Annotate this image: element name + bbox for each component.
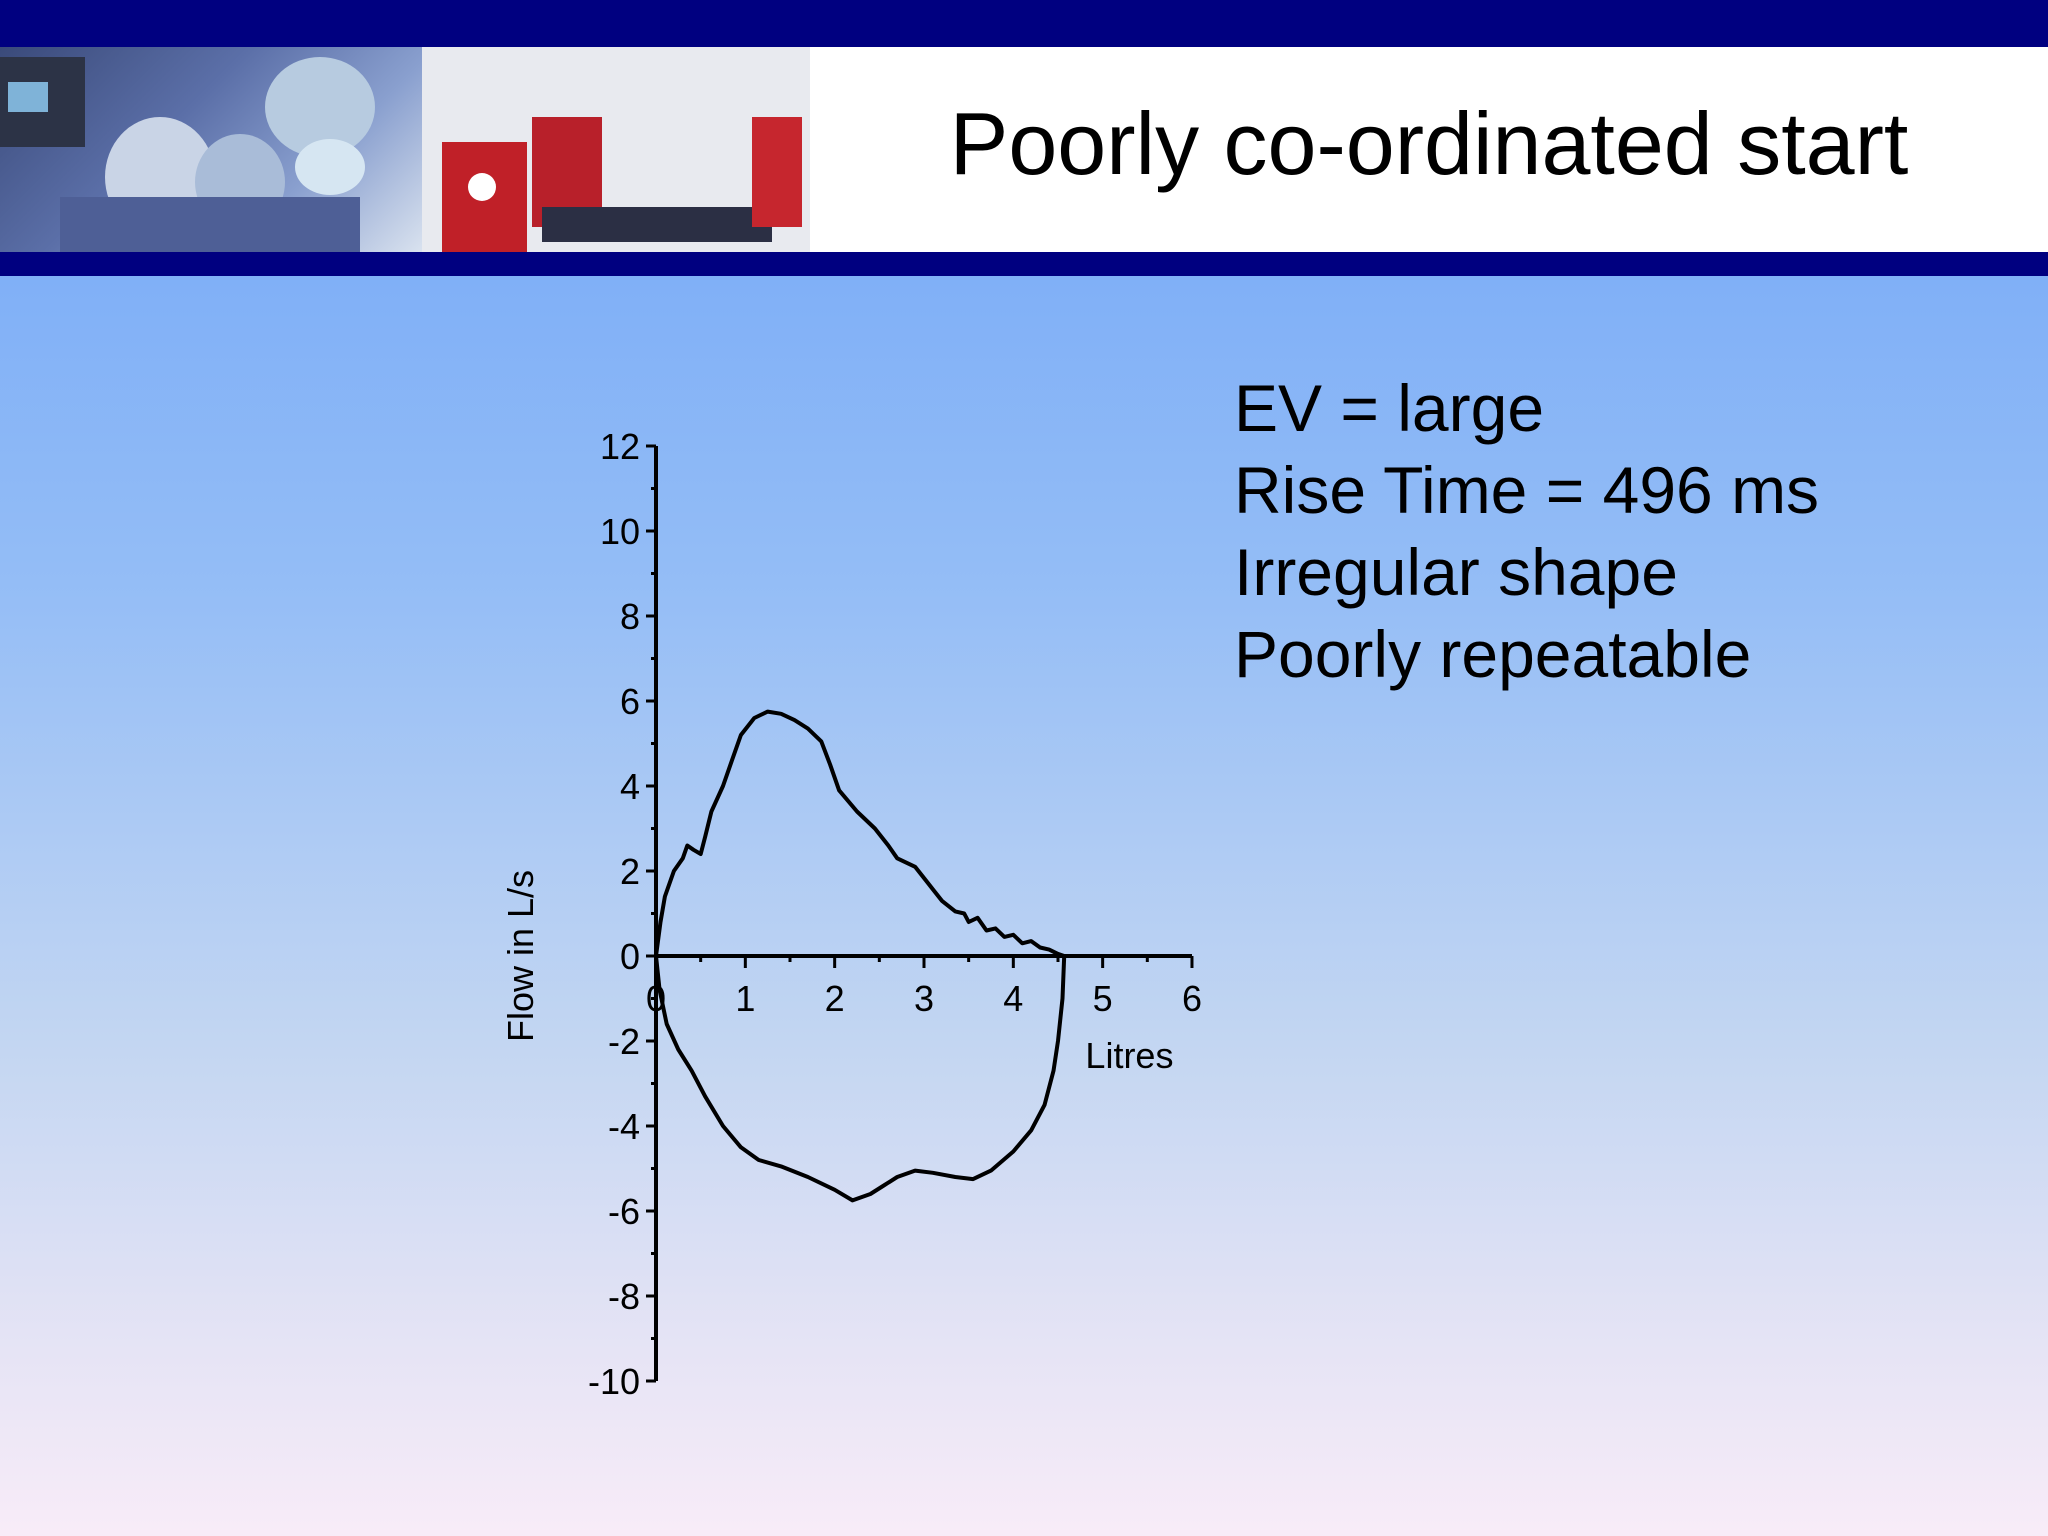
slide-title: Poorly co-ordinated start	[949, 94, 1909, 193]
y-tick-label: 12	[600, 426, 640, 467]
surgeons-photo	[0, 47, 422, 252]
x-tick-label: 5	[1093, 978, 1113, 1019]
y-tick-label: -6	[608, 1191, 640, 1232]
y-axis-label: Flow in L/s	[500, 870, 541, 1042]
x-axis-label: Litres	[1085, 1035, 1173, 1076]
y-tick-label: 4	[620, 766, 640, 807]
header-top-band	[0, 0, 2048, 47]
y-tick-label: 8	[620, 596, 640, 637]
paramedic-shape-3	[752, 117, 802, 227]
y-tick-label: 2	[620, 851, 640, 892]
chart-axes	[654, 446, 1192, 1381]
ambulance-photo	[422, 47, 810, 252]
y-tick-label: 6	[620, 681, 640, 722]
surgeon-mask-shape	[295, 139, 365, 195]
slide-notes: EV = large Rise Time = 496 ms Irregular …	[1234, 367, 1819, 695]
x-tick-label: 6	[1182, 978, 1202, 1019]
surgeon-gown-shape	[60, 197, 360, 252]
stretcher-shape	[542, 207, 772, 242]
note-line: Poorly repeatable	[1234, 617, 1752, 691]
surgeons-photo-art	[0, 57, 375, 252]
note-line: Irregular shape	[1234, 535, 1678, 609]
flow-volume-curve	[654, 709, 1067, 1203]
y-tick-label: -8	[608, 1276, 640, 1317]
y-tick-label: -10	[588, 1361, 640, 1402]
x-tick-label: 3	[914, 978, 934, 1019]
y-tick-label: -2	[608, 1021, 640, 1062]
red-cross-badge-shape	[468, 173, 496, 201]
header-bottom-band	[0, 252, 2048, 276]
ambulance-photo-art	[422, 47, 810, 252]
y-tick-label: -4	[608, 1106, 640, 1147]
x-tick-label: 2	[825, 978, 845, 1019]
monitor-screen-shape	[8, 82, 48, 112]
y-tick-label: 10	[600, 511, 640, 552]
y-tick-label: 0	[620, 936, 640, 977]
x-tick-label: 1	[735, 978, 755, 1019]
note-line: Rise Time = 496 ms	[1234, 453, 1820, 527]
chart-curves	[654, 709, 1067, 1203]
x-tick-label: 4	[1003, 978, 1023, 1019]
note-line: EV = large	[1234, 371, 1545, 445]
surgeon-cap-shape-3	[265, 57, 375, 157]
